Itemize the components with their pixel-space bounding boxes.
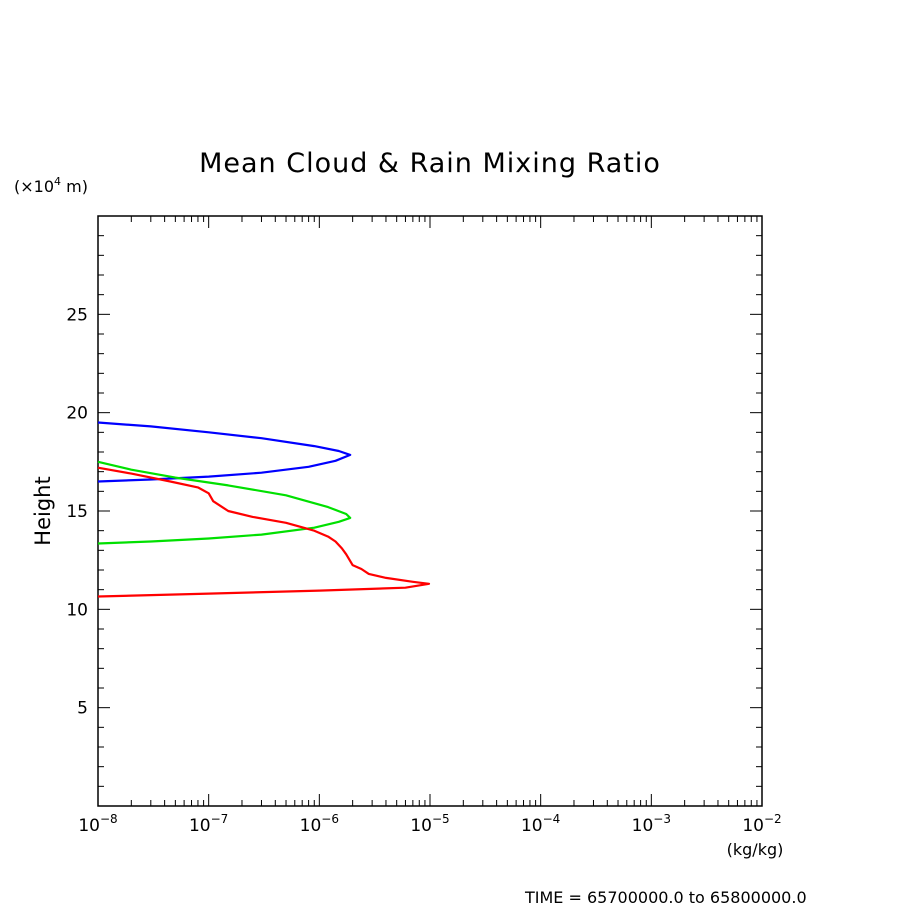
series-line-3 (97, 466, 431, 598)
x-tick-label-base: 10 (300, 816, 322, 836)
x-tick-label-exponent: −5 (432, 812, 450, 826)
x-tick-label-exponent: −7 (211, 812, 229, 826)
y-axis-unit-suffix: m) (61, 177, 88, 196)
x-tick-label-exponent: −2 (764, 812, 782, 826)
x-tick-label-exponent: −8 (100, 812, 118, 826)
x-tick-label: 10−7 (189, 812, 228, 836)
x-tick-labels: 10−8 10−7 10−6 10−5 10−4 10−3 10−2 (78, 812, 781, 836)
y-axis-label: Height (31, 476, 55, 545)
axis-ticks (98, 216, 762, 806)
time-range-label: TIME = 65700000.0 to 65800000.0 (524, 888, 807, 904)
x-tick-label-base: 10 (742, 816, 764, 836)
y-axis-unit: (×104 m) (14, 175, 88, 196)
chart-title: Mean Cloud & Rain Mixing Ratio (199, 148, 661, 179)
y-tick-label: 5 (77, 699, 88, 719)
x-tick-label-exponent: −4 (543, 812, 561, 826)
y-axis-unit-prefix: (×10 (14, 177, 54, 196)
x-axis-unit: (kg/kg) (727, 840, 784, 859)
y-tick-label: 10 (66, 600, 88, 620)
y-tick-label: 20 (66, 404, 88, 424)
x-tick-label: 10−2 (742, 812, 781, 836)
y-tick-label: 25 (66, 305, 88, 325)
y-tick-labels: 5 10 15 20 25 (66, 305, 88, 718)
x-tick-label-base: 10 (632, 816, 654, 836)
x-tick-label-exponent: −6 (321, 812, 339, 826)
x-tick-label-base: 10 (410, 816, 432, 836)
y-tick-label: 15 (66, 502, 88, 522)
series-layer (97, 421, 431, 598)
x-tick-label: 10−8 (78, 812, 117, 836)
x-tick-label: 10−5 (410, 812, 449, 836)
x-tick-label: 10−3 (632, 812, 671, 836)
series-line-2 (97, 460, 352, 545)
x-tick-label-base: 10 (189, 816, 211, 836)
x-tick-label-exponent: −3 (653, 812, 671, 826)
plot-frame (97, 215, 763, 807)
x-tick-label: 10−6 (300, 812, 339, 836)
x-tick-label: 10−4 (521, 812, 560, 836)
series-line-1 (97, 421, 352, 483)
x-tick-label-base: 10 (78, 816, 100, 836)
x-tick-label-base: 10 (521, 816, 543, 836)
y-axis-unit-exponent: 4 (54, 175, 61, 188)
